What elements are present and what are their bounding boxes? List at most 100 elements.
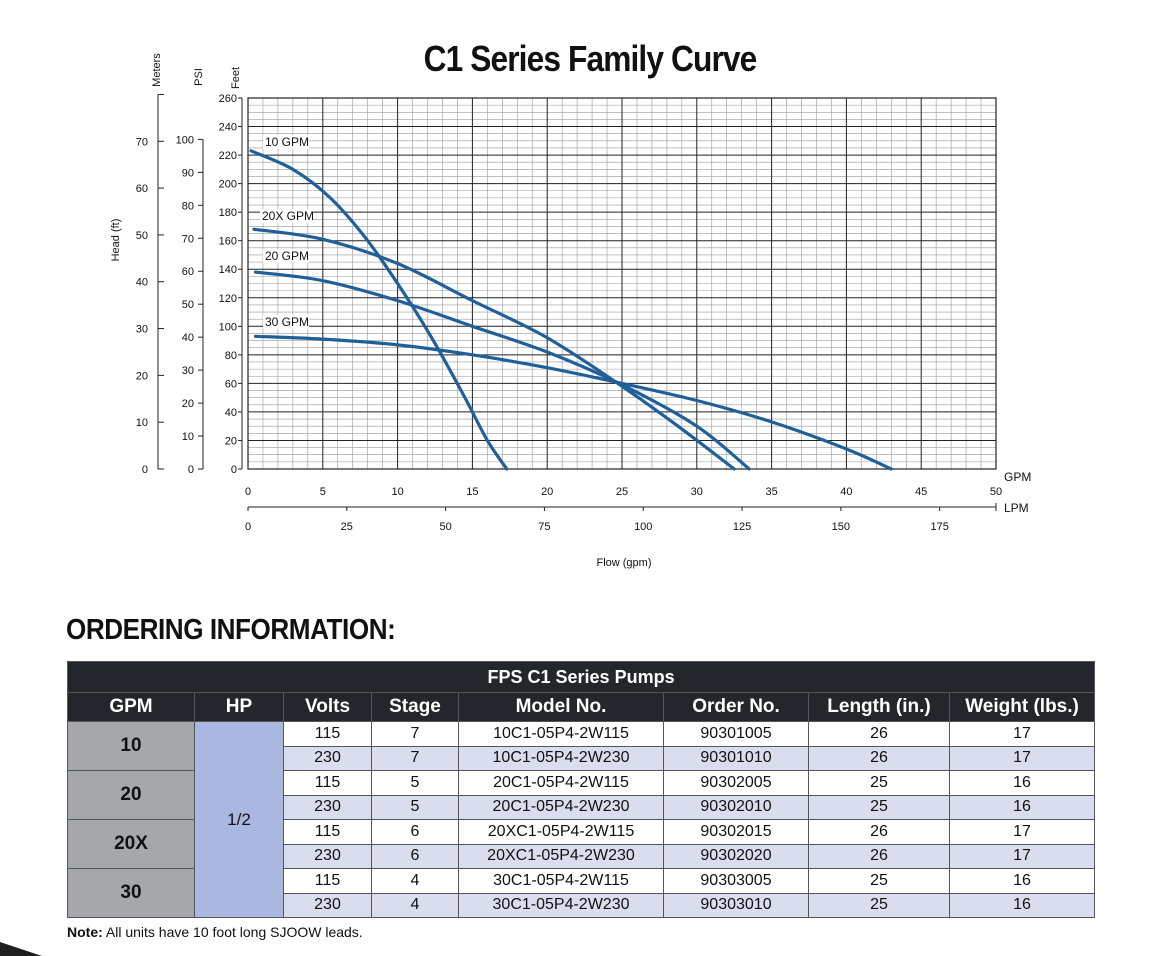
gpm-tick-label: 5 xyxy=(320,486,326,498)
model-cell: 30C1-05P4-2W115 xyxy=(458,868,664,894)
order-cell: 90301010 xyxy=(663,745,809,771)
column-header: Weight (lbs.) xyxy=(948,692,1096,722)
psi-tick-label: 50 xyxy=(182,299,194,311)
gpm-tick-label: 30 xyxy=(691,486,703,498)
meters-axis-label: Meters xyxy=(151,53,163,87)
psi-axis-label: PSI xyxy=(193,68,205,86)
table-caption: FPS C1 Series Pumps xyxy=(66,661,1096,693)
order-cell: 90302010 xyxy=(663,794,809,820)
column-header: HP xyxy=(194,692,284,722)
column-header: Length (in.) xyxy=(808,692,950,722)
stage-cell: 4 xyxy=(371,892,459,918)
volts-cell: 230 xyxy=(283,892,372,918)
lpm-tick-label: 75 xyxy=(538,521,550,533)
gpm-tick-label: 45 xyxy=(915,486,927,498)
volts-cell: 230 xyxy=(283,745,372,771)
stage-cell: 6 xyxy=(371,819,459,845)
model-cell: 20C1-05P4-2W115 xyxy=(458,770,664,796)
length-cell: 26 xyxy=(808,745,950,771)
length-cell: 25 xyxy=(808,892,950,918)
order-cell: 90302005 xyxy=(663,770,809,796)
table-row: 230 4 30C1-05P4-2W230 90303010 25 16 xyxy=(68,892,1096,918)
gpm-unit-label: GPM xyxy=(1004,470,1031,484)
order-cell: 90301005 xyxy=(663,721,809,747)
hp-cell: 1/2 xyxy=(194,721,284,918)
meters-tick-label: 70 xyxy=(136,136,148,148)
feet-tick-label: 180 xyxy=(219,207,237,219)
column-header: GPM xyxy=(67,692,195,722)
column-header: Model No. xyxy=(458,692,664,722)
psi-tick-label: 60 xyxy=(182,266,194,278)
gpm-tick-label: 50 xyxy=(990,486,1002,498)
lpm-tick-label: 125 xyxy=(733,521,751,533)
gpm-cell: 30 xyxy=(67,868,195,918)
psi-tick-label: 80 xyxy=(182,200,194,212)
psi-tick-label: 0 xyxy=(188,464,194,476)
meters-tick-label: 50 xyxy=(136,230,148,242)
order-cell: 90302020 xyxy=(663,843,809,869)
table-row: 230 7 10C1-05P4-2W230 90301010 26 17 xyxy=(68,745,1096,771)
gpm-tick-label: 20 xyxy=(541,486,553,498)
footnote: Note: All units have 10 foot long SJOOW … xyxy=(67,924,363,940)
lpm-tick-label: 150 xyxy=(832,521,850,533)
volts-cell: 115 xyxy=(283,721,372,747)
weight-cell: 17 xyxy=(948,819,1096,845)
stage-cell: 5 xyxy=(371,770,459,796)
series-label-bg xyxy=(263,249,309,263)
column-header: Order No. xyxy=(663,692,809,722)
length-cell: 25 xyxy=(808,868,950,894)
feet-tick-label: 140 xyxy=(219,264,237,276)
model-cell: 10C1-05P4-2W230 xyxy=(458,745,664,771)
table-row: 20X 115 6 20XC1-05P4-2W115 90302015 26 17 xyxy=(67,819,1096,869)
meters-tick-label: 10 xyxy=(136,417,148,429)
meters-tick-label: 40 xyxy=(136,277,148,289)
psi-tick-label: 20 xyxy=(182,398,194,410)
feet-tick-label: 240 xyxy=(219,122,237,134)
volts-cell: 230 xyxy=(283,794,372,820)
weight-cell: 16 xyxy=(948,770,1096,796)
footnote-label: Note: xyxy=(67,924,103,940)
feet-tick-label: 20 xyxy=(225,435,237,447)
feet-tick-label: 60 xyxy=(225,378,237,390)
order-cell: 90303010 xyxy=(663,892,809,918)
feet-tick-label: 220 xyxy=(219,150,237,162)
series-line-30-gpm xyxy=(253,334,893,471)
table-row: 30 115 4 30C1-05P4-2W115 90303005 25 16 xyxy=(67,868,1096,918)
psi-tick-label: 100 xyxy=(176,134,194,146)
gpm-tick-label: 40 xyxy=(840,486,852,498)
meters-tick-label: 0 xyxy=(142,464,148,476)
footnote-text: All units have 10 foot long SJOOW leads. xyxy=(102,924,363,940)
gpm-cell: 20X xyxy=(67,819,195,869)
meters-tick-label: 30 xyxy=(136,324,148,336)
psi-tick-label: 30 xyxy=(182,365,194,377)
feet-tick-label: 260 xyxy=(219,93,237,105)
family-curve-chart: 020406080100120140160180200220240260Feet… xyxy=(110,53,1031,569)
series-line-10-gpm xyxy=(249,149,509,471)
lpm-tick-label: 50 xyxy=(439,521,451,533)
lpm-tick-label: 0 xyxy=(245,521,251,533)
gpm-tick-label: 25 xyxy=(616,486,628,498)
length-cell: 25 xyxy=(808,794,950,820)
series-label: 20X GPM xyxy=(262,209,314,223)
weight-cell: 17 xyxy=(948,843,1096,869)
gpm-tick-label: 10 xyxy=(391,486,403,498)
weight-cell: 16 xyxy=(948,794,1096,820)
feet-tick-label: 80 xyxy=(225,350,237,362)
order-cell: 90302015 xyxy=(663,819,809,845)
feet-tick-label: 200 xyxy=(219,179,237,191)
volts-cell: 115 xyxy=(283,868,372,894)
column-header: Volts xyxy=(283,692,372,722)
stage-cell: 7 xyxy=(371,721,459,747)
series-label-bg xyxy=(260,209,313,223)
stage-cell: 6 xyxy=(371,843,459,869)
ordering-table-wrap: FPS C1 Series Pumps GPM HP Volts Stage Model… xyxy=(66,661,1096,918)
gpm-cell: 10 xyxy=(67,721,195,771)
feet-axis-label: Feet xyxy=(230,67,242,89)
feet-tick-label: 0 xyxy=(231,464,237,476)
meters-tick-label: 60 xyxy=(136,183,148,195)
length-cell: 26 xyxy=(808,843,950,869)
table-row: 230 6 20XC1-05P4-2W230 90302020 26 17 xyxy=(68,843,1096,869)
feet-tick-label: 120 xyxy=(219,293,237,305)
lpm-tick-label: 100 xyxy=(634,521,652,533)
series-label: 30 GPM xyxy=(265,315,309,329)
